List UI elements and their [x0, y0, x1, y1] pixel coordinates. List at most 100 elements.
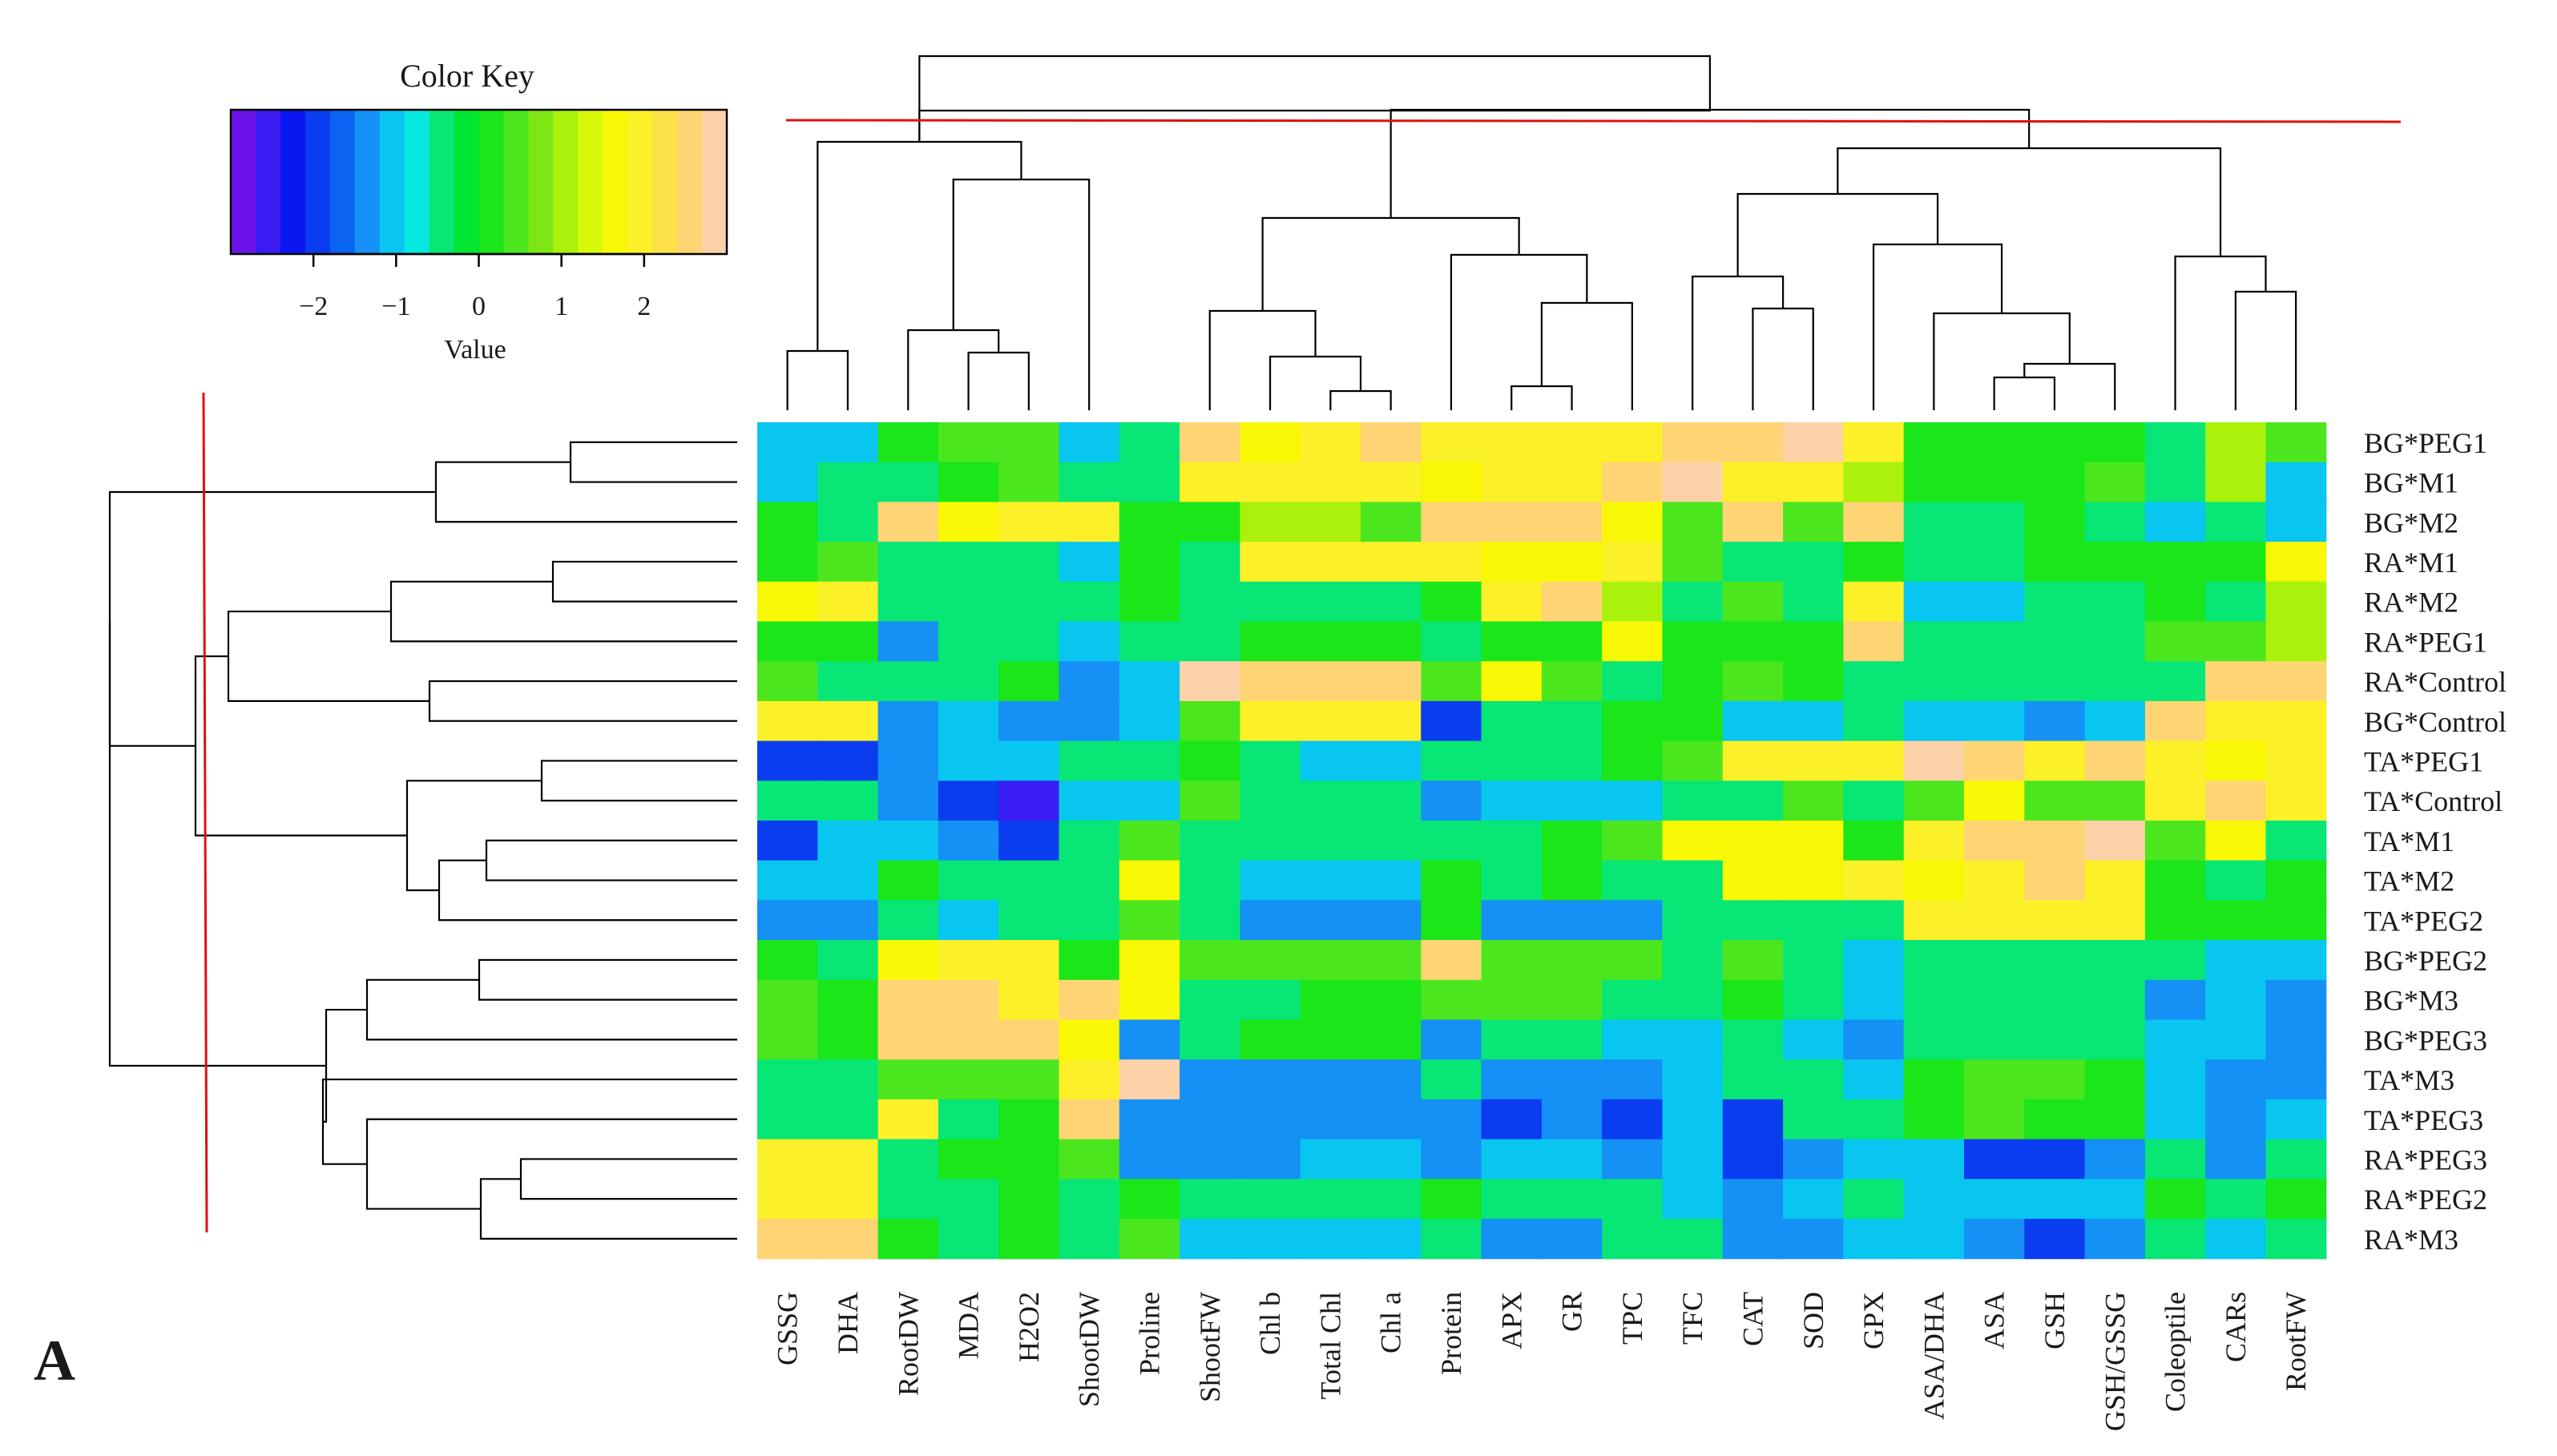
heatmap-cell	[1602, 1019, 1664, 1060]
heatmap-cell	[998, 661, 1060, 702]
heatmap-cell	[877, 1099, 939, 1140]
heatmap-cell	[938, 1139, 999, 1180]
heatmap-cell	[1481, 900, 1543, 941]
heatmap-cell	[1903, 821, 1965, 861]
heatmap-cell	[1843, 1179, 1905, 1220]
column-dendrogram-link	[967, 351, 1030, 410]
heatmap-cell	[998, 1219, 1060, 1260]
heatmap-cell	[2144, 502, 2206, 542]
column-label: GPX	[1857, 1292, 1890, 1349]
heatmap-cell	[1240, 542, 1301, 583]
heatmap-cell	[877, 542, 939, 583]
heatmap-cell	[1421, 1179, 1482, 1220]
heatmap-cell	[1662, 860, 1724, 901]
heatmap-cell	[1180, 581, 1240, 623]
row-label: TA*PEG2	[2364, 905, 2483, 937]
heatmap-cell	[1240, 502, 1301, 542]
color-key-tick-label: −2	[299, 292, 328, 321]
heatmap-cell	[1361, 542, 1422, 583]
heatmap-cell	[1722, 740, 1784, 781]
heatmap-cell	[1361, 860, 1422, 901]
heatmap-cell	[1059, 1099, 1120, 1140]
heatmap-cell	[1421, 1059, 1482, 1100]
heatmap-cell	[1783, 860, 1844, 901]
heatmap-cell	[1481, 1219, 1543, 1260]
row-label: BG*M2	[2364, 506, 2458, 538]
heatmap-cell	[757, 502, 818, 542]
heatmap-cell	[2084, 900, 2146, 941]
heatmap-cell	[1964, 621, 2025, 662]
heatmap-cell	[1059, 1179, 1120, 1220]
color-key-swatch	[553, 110, 579, 254]
heatmap-cell	[1783, 821, 1844, 861]
heatmap-cell	[2144, 1059, 2206, 1100]
column-label: Chl b	[1254, 1292, 1286, 1355]
heatmap-cell	[1722, 1219, 1784, 1260]
color-key-swatch	[478, 110, 504, 254]
heatmap-cell	[1662, 940, 1724, 981]
heatmap-cell	[1662, 1139, 1724, 1180]
heatmap-cell	[1964, 422, 2025, 463]
heatmap-cell	[1481, 1059, 1543, 1100]
heatmap-cell	[1361, 621, 1422, 662]
heatmap-cell	[2024, 1019, 2086, 1060]
column-label: Proline	[1134, 1292, 1166, 1375]
heatmap-cell	[2024, 900, 2086, 941]
heatmap-cell	[877, 1219, 939, 1260]
heatmap-cell	[2144, 1179, 2206, 1220]
heatmap-cell	[1421, 821, 1482, 861]
heatmap-cell	[1722, 581, 1784, 623]
heatmap-cell	[1783, 1219, 1844, 1260]
heatmap-cell	[757, 1139, 818, 1180]
heatmap-cell	[1722, 1139, 1784, 1180]
heatmap-cell	[1843, 900, 1905, 941]
heatmap-cell	[1541, 462, 1603, 502]
heatmap-cell	[1843, 462, 1905, 502]
heatmap-cell	[1059, 1059, 1120, 1100]
heatmap-cell	[1300, 900, 1361, 941]
row-dendrogram-link	[479, 1178, 737, 1240]
heatmap-cell	[2144, 661, 2206, 702]
column-dendrogram-link	[1837, 147, 2222, 256]
heatmap-cell	[938, 542, 999, 583]
heatmap-cell	[1481, 661, 1543, 702]
row-dendrogram-link	[108, 619, 326, 1067]
heatmap-cell	[998, 900, 1060, 941]
heatmap-cell	[2205, 940, 2267, 981]
heatmap-cell	[877, 621, 939, 662]
heatmap-cell	[1481, 581, 1543, 623]
heatmap-cell	[2024, 860, 2086, 901]
heatmap-cell	[1964, 661, 2025, 702]
heatmap-cell	[998, 581, 1060, 623]
heatmap-cell	[2024, 542, 2086, 583]
heatmap-cell	[1602, 740, 1664, 781]
column-label: Total Chl	[1314, 1292, 1346, 1399]
color-key-swatch	[231, 110, 256, 254]
heatmap-cell	[1662, 462, 1724, 502]
column-label: DHA	[832, 1292, 864, 1354]
heatmap-cell	[817, 780, 879, 821]
heatmap-cell	[877, 860, 939, 901]
row-dendrogram-link	[108, 490, 436, 747]
heatmap-cell	[2265, 1019, 2327, 1060]
heatmap-cell	[2144, 462, 2206, 502]
heatmap-cell	[2024, 1179, 2086, 1220]
heatmap-cell	[1964, 780, 2025, 821]
heatmap-cell	[998, 1059, 1060, 1100]
heatmap-cell	[1240, 979, 1301, 1021]
heatmap-cell	[2144, 940, 2206, 981]
heatmap-cell	[1602, 1059, 1664, 1100]
heatmap-cell	[1722, 940, 1784, 981]
heatmap-cell	[1602, 462, 1664, 502]
heatmap-cell	[1843, 542, 1905, 583]
heatmap-cell	[1843, 502, 1905, 542]
heatmap-cell	[1783, 1059, 1844, 1100]
heatmap-cell	[1180, 502, 1240, 542]
heatmap-cell	[1662, 900, 1724, 941]
heatmap-cell	[2024, 1139, 2086, 1180]
heatmap-cell	[1180, 780, 1240, 821]
heatmap-cell	[877, 900, 939, 941]
heatmap-cell	[1602, 700, 1664, 742]
heatmap-cell	[1119, 821, 1180, 861]
heatmap-cell	[1300, 821, 1361, 861]
